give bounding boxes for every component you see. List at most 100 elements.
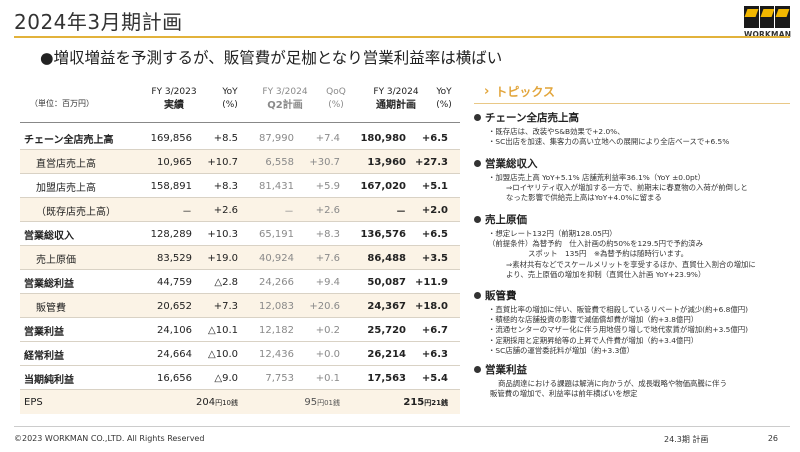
logo-mark-icon — [744, 6, 791, 28]
header-fy24: FY 3/2024 通期計画 — [373, 87, 419, 111]
cell-yoy24: +5.1 — [421, 180, 448, 192]
cell-yoy23: △10.0 — [208, 348, 238, 360]
cell-yoy23: +7.3 — [213, 300, 238, 312]
header-yoy23: YoY (%) — [222, 87, 238, 110]
cell-yoy24: +6.5 — [421, 228, 448, 240]
cell-yoy23: +8.3 — [213, 180, 238, 192]
cell-fy24: 24,367 — [367, 300, 406, 312]
cell-eps-q2: 95円01銭 — [304, 396, 340, 408]
cell-fy23: 24,664 — [157, 348, 192, 360]
table-row: （既存店売上高） － +2.6 － +2.6 － +2.0 — [20, 198, 460, 222]
table-row: 営業利益 24,106 △10.1 12,182 +0.2 25,720 +6.7 — [20, 318, 460, 342]
row-label: EPS — [24, 396, 43, 408]
header-fy23: FY 3/2023 実績 — [151, 87, 197, 111]
cell-fy24: 25,720 — [367, 324, 406, 336]
bullet-icon — [474, 366, 481, 373]
cell-fy24: 86,488 — [367, 252, 406, 264]
topic-revenue: 営業総収入 ・加盟店売上高 YoY+5.1% 店舗荒利益率36.1%（YoY ±… — [474, 156, 748, 204]
table-row: 直営店売上高 10,965 +10.7 6,558 +30.7 13,960 +27.3 — [20, 150, 460, 174]
row-label: 営業利益 — [24, 326, 64, 338]
cell-qoq: +7.4 — [315, 132, 340, 144]
cell-yoy24: +2.0 — [421, 204, 448, 216]
cell-yoy23: △10.1 — [208, 324, 238, 336]
row-label: 直営店売上高 — [36, 158, 96, 170]
row-label: 販管費 — [36, 302, 66, 314]
row-label: 当期純利益 — [24, 374, 74, 386]
chevron-right-icon: › — [484, 84, 490, 99]
slide-subtitle: ●増収増益を予測するが、販管費が足枷となり営業利益率は横ばい — [40, 49, 503, 67]
header-q2: FY 3/2024 Q2計画 — [262, 87, 308, 111]
cell-yoy23: +10.7 — [207, 156, 238, 168]
cell-fy23: 44,759 — [157, 276, 192, 288]
title-underline — [14, 36, 790, 38]
cell-qoq: +0.1 — [315, 372, 340, 384]
cell-fy23: 24,106 — [157, 324, 192, 336]
cell-yoy24: +18.0 — [414, 300, 448, 312]
cell-yoy23: +8.5 — [213, 132, 238, 144]
cell-yoy24: +3.5 — [421, 252, 448, 264]
row-label: 経常利益 — [24, 350, 64, 362]
page-number: 26 — [767, 434, 778, 443]
row-label: （既存店売上高） — [36, 206, 116, 218]
table-row: 営業総利益 44,759 △2.8 24,266 +9.4 50,087 +11.9 — [20, 270, 460, 294]
cell-fy24: 167,020 — [360, 180, 406, 192]
cell-fy23: 158,891 — [150, 180, 192, 192]
cell-q2: 81,431 — [259, 180, 294, 192]
cell-fy23: － — [182, 206, 192, 218]
cell-fy23: 20,652 — [157, 300, 192, 312]
cell-yoy23: △9.0 — [214, 372, 238, 384]
footer-section-label: 24.3期 計画 — [664, 435, 709, 444]
cell-q2: 24,266 — [259, 276, 294, 288]
topics-panel: › トピックス — [474, 80, 790, 104]
cell-fy23: 83,529 — [157, 252, 192, 264]
cell-yoy24: +5.4 — [421, 372, 448, 384]
cell-fy23: 10,965 — [157, 156, 192, 168]
bullet-icon — [474, 292, 481, 299]
footer-divider — [14, 426, 790, 427]
bullet-icon — [474, 216, 481, 223]
table-row-eps: EPS 204円10銭 95円01銭 215円21銭 — [20, 390, 460, 414]
cell-yoy24: +11.9 — [414, 276, 448, 288]
cell-qoq: +8.3 — [315, 228, 340, 240]
table-row: 営業総収入 128,289 +10.3 65,191 +8.3 136,576 +6.5 — [20, 222, 460, 246]
cell-fy24: － — [396, 206, 406, 218]
cell-fy23: 169,856 — [150, 132, 192, 144]
cell-eps-fy24: 215円21銭 — [403, 396, 448, 408]
cell-q2: 12,182 — [259, 324, 294, 336]
cell-fy23: 128,289 — [150, 228, 192, 240]
cell-yoy23: +19.0 — [207, 252, 238, 264]
topic-chain-sales: チェーン全店売上高 ・既存店は、改装やS&B効果で+2.0%、 ・SC出店を加速… — [474, 110, 729, 147]
cell-qoq: +20.6 — [309, 300, 340, 312]
cell-fy24: 50,087 — [367, 276, 406, 288]
cell-q2: 87,990 — [259, 132, 294, 144]
cell-fy24: 13,960 — [367, 156, 406, 168]
cell-yoy24: +27.3 — [414, 156, 448, 168]
cell-yoy24: +6.5 — [421, 132, 448, 144]
bullet-icon — [474, 160, 481, 167]
cell-q2: 65,191 — [259, 228, 294, 240]
cell-fy24: 17,563 — [367, 372, 406, 384]
cell-eps-fy23: 204円10銭 — [195, 396, 238, 408]
cell-q2: － — [284, 206, 294, 218]
cell-q2: 12,083 — [259, 300, 294, 312]
cell-yoy24: +6.7 — [421, 324, 448, 336]
cell-yoy23: △2.8 — [214, 276, 238, 288]
row-label: 売上原価 — [36, 254, 76, 266]
bullet-icon — [474, 114, 481, 121]
cell-fy24: 136,576 — [360, 228, 406, 240]
cell-q2: 40,924 — [259, 252, 294, 264]
row-label: 営業総利益 — [24, 278, 74, 290]
cell-yoy24: +6.3 — [421, 348, 448, 360]
cell-fy23: 16,656 — [157, 372, 192, 384]
cell-qoq: +2.6 — [315, 204, 340, 216]
row-label: 加盟店売上高 — [36, 182, 96, 194]
cell-yoy23: +2.6 — [213, 204, 238, 216]
cell-qoq: +5.9 — [315, 180, 340, 192]
cell-qoq: +0.0 — [315, 348, 340, 360]
topics-heading: › トピックス — [474, 80, 790, 104]
table-row: チェーン全店売上高 169,856 +8.5 87,990 +7.4 180,980 +6.… — [20, 126, 460, 150]
cell-qoq: +30.7 — [309, 156, 340, 168]
header-divider — [20, 122, 460, 123]
table-row: 経常利益 24,664 △10.0 12,436 +0.0 26,214 +6.3 — [20, 342, 460, 366]
header-qoq: QoQ (%) — [326, 87, 346, 110]
